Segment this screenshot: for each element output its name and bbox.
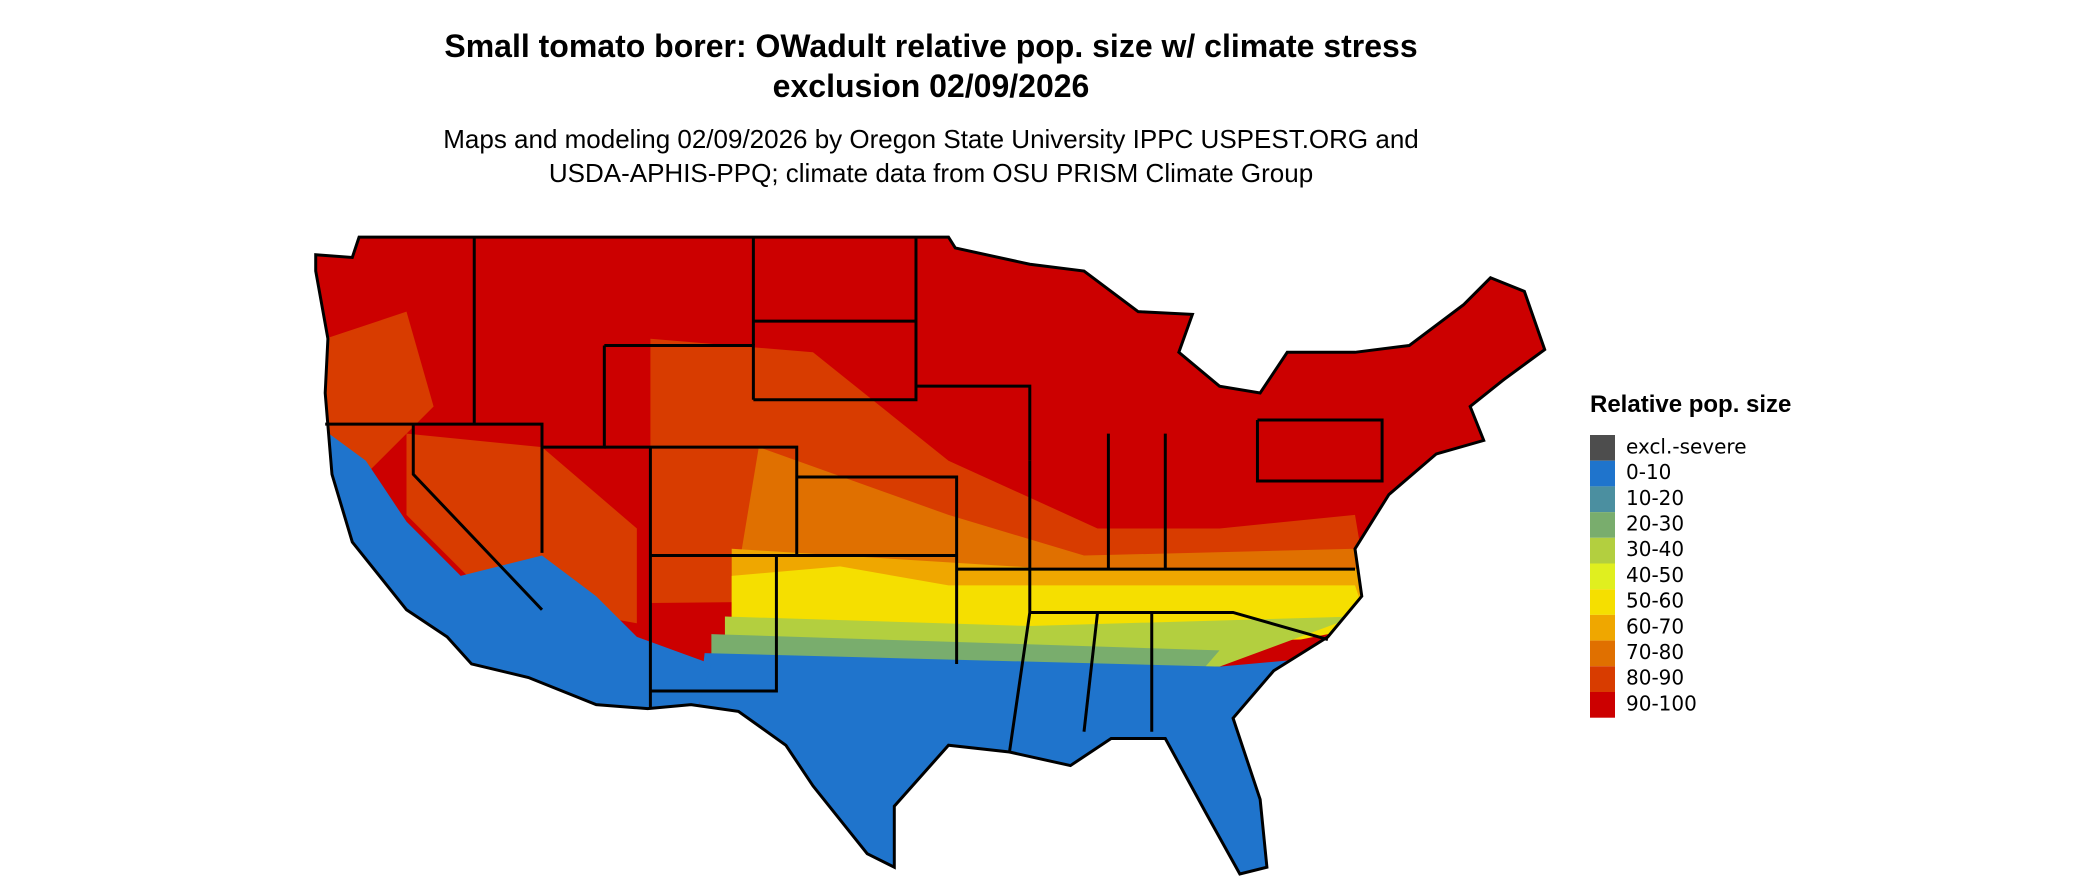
- subtitle-line: USDA-APHIS-PPQ; climate data from OSU PR…: [548, 158, 1314, 188]
- legend-swatch: [1590, 435, 1615, 461]
- legend-swatch: [1590, 589, 1615, 615]
- subtitle-line: Maps and modeling 02/09/2026 by Oregon S…: [443, 124, 1419, 154]
- legend-swatch: [1590, 460, 1615, 487]
- zone: [406, 433, 637, 624]
- title-line: exclusion 02/09/2026: [772, 68, 1090, 104]
- legend-title: Relative pop. size: [1590, 391, 1791, 418]
- legend-label: 80-90: [1626, 666, 1684, 690]
- legend-label: 10-20: [1626, 486, 1684, 510]
- legend-swatch: [1590, 614, 1615, 641]
- legend-swatch: [1590, 512, 1615, 538]
- legend-swatch: [1590, 640, 1615, 667]
- state-borders: [314, 235, 1547, 876]
- legend-label: 40-50: [1626, 563, 1684, 587]
- legend-label: excl.-severe: [1626, 434, 1747, 458]
- legend-label: 20-30: [1626, 511, 1684, 535]
- legend-swatch: [1590, 486, 1615, 513]
- legend-label: 60-70: [1626, 614, 1684, 638]
- legend-label: 0-10: [1626, 460, 1671, 484]
- legend-swatch: [1590, 692, 1615, 718]
- legend-label: 70-80: [1626, 640, 1684, 664]
- legend-swatch: [1590, 537, 1615, 564]
- legend-label: 50-60: [1626, 589, 1684, 613]
- legend-swatch: [1590, 563, 1615, 590]
- legend-label: 30-40: [1626, 537, 1684, 561]
- legend-label: 90-100: [1626, 691, 1697, 715]
- title-line: Small tomato borer: OWadult relative pop…: [444, 28, 1418, 64]
- legend-swatch: [1590, 666, 1615, 692]
